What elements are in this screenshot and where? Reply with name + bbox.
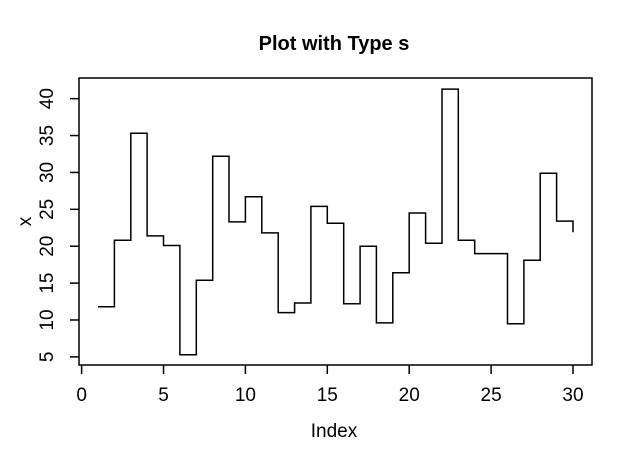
y-tick-label: 40 xyxy=(37,88,58,109)
x-axis: 0 5 10 15 20 25 30 xyxy=(76,365,584,406)
y-tick-label: 30 xyxy=(37,162,58,183)
x-tick-label: 15 xyxy=(317,385,338,406)
chart-title: Plot with Type s xyxy=(259,33,410,55)
x-tick-label: 0 xyxy=(76,385,87,406)
y-tick-label: 20 xyxy=(37,236,58,257)
y-tick-label: 5 xyxy=(37,352,58,363)
x-tick-label: 10 xyxy=(235,385,256,406)
plot-box xyxy=(78,77,593,366)
y-axis-title: x xyxy=(15,216,36,226)
y-tick-label: 15 xyxy=(37,273,58,294)
y-tick-label: 25 xyxy=(37,199,58,220)
x-tick-label: 20 xyxy=(399,385,420,406)
step-line-series xyxy=(98,88,574,356)
x-axis-title: Index xyxy=(311,421,358,442)
y-tick-label: 35 xyxy=(37,125,58,146)
y-tick-label: 10 xyxy=(37,309,58,330)
x-tick-label: 5 xyxy=(158,385,169,406)
x-tick-label: 25 xyxy=(481,385,502,406)
x-tick-label: 30 xyxy=(562,385,583,406)
y-axis: 5 10 15 20 25 30 35 40 xyxy=(37,88,79,362)
